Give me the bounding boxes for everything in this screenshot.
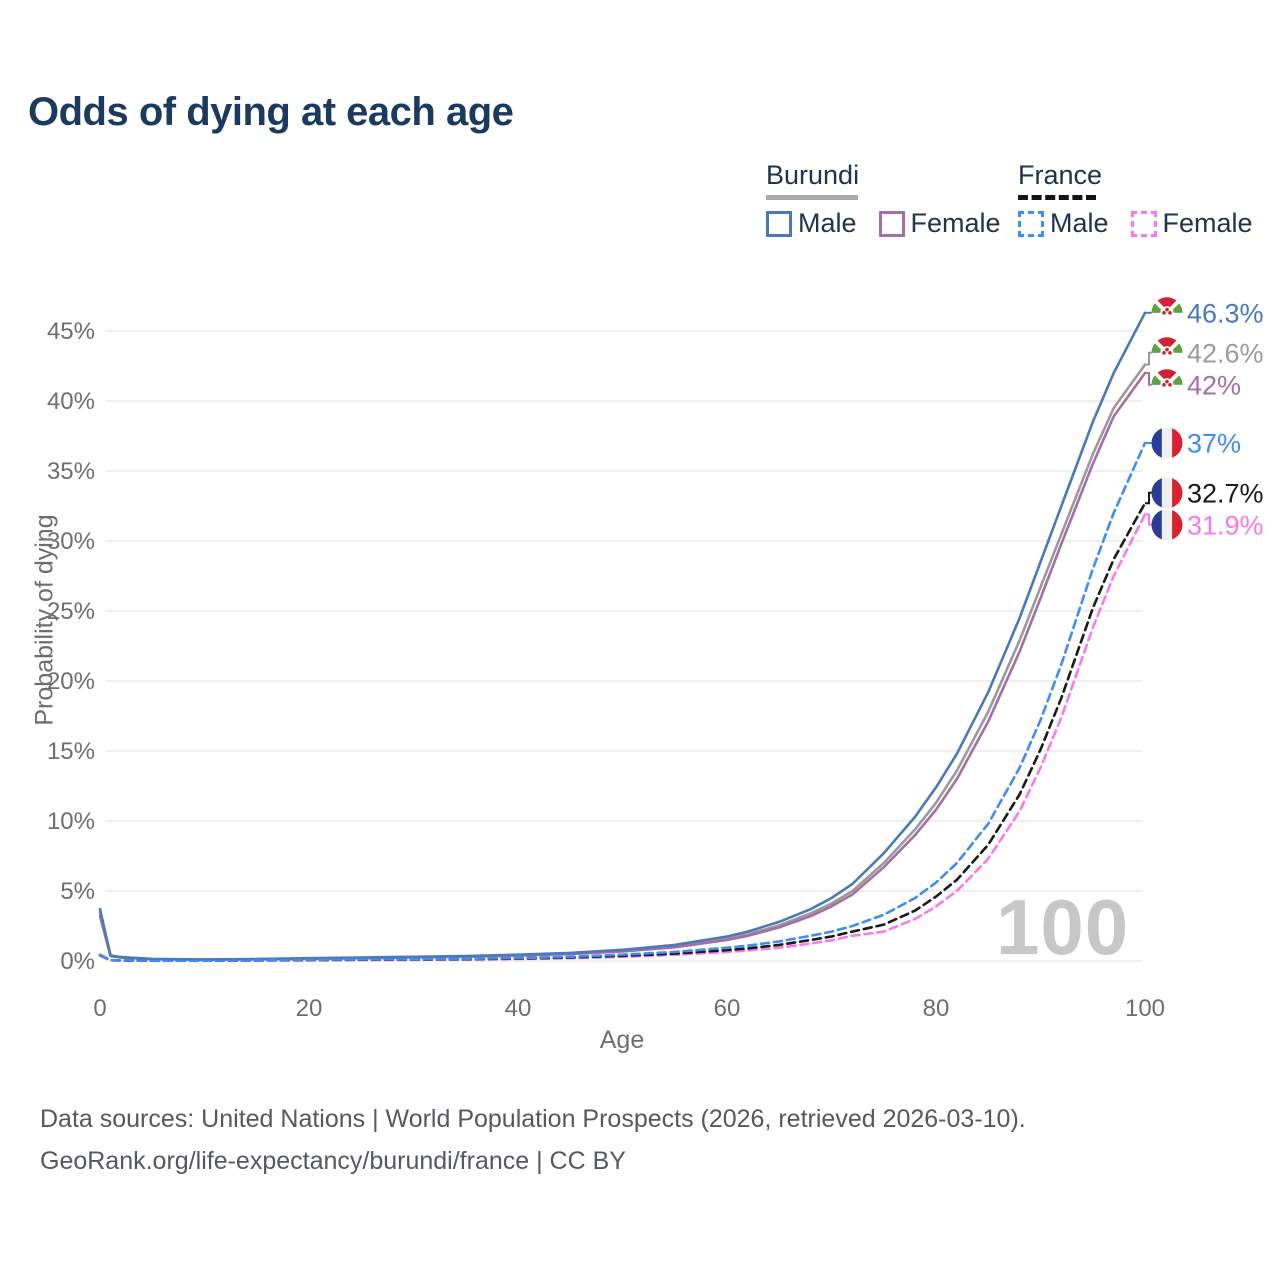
x-tick-label: 60 [714, 995, 741, 1022]
chart-title: Odds of dying at each age [28, 90, 514, 134]
legend-item-france-male[interactable]: Male [1018, 208, 1109, 239]
y-tick-label: 45% [47, 318, 95, 345]
y-tick-label: 10% [47, 808, 95, 835]
burundi-female-swatch-icon [878, 210, 905, 237]
y-tick-label: 20% [47, 668, 95, 695]
france-female-swatch-icon [1130, 210, 1157, 237]
end-label-value: 46.3% [1187, 298, 1264, 328]
end-label-connector [1145, 491, 1153, 505]
legend-item-label: Female [1162, 208, 1253, 238]
legend-country-burundi: Burundi [766, 160, 1023, 200]
x-tick-label: 40 [505, 995, 532, 1022]
series-line-france[interactable] [98, 501, 1147, 963]
footer-sources-line: Data sources: United Nations | World Pop… [40, 1105, 1026, 1133]
end-label-connector [1145, 513, 1153, 526]
series-line-burundi-male[interactable] [98, 311, 1147, 961]
end-label-connector [1145, 351, 1153, 366]
end-label-value: 32.7% [1187, 478, 1264, 508]
footer: Data sources: United Nations | World Pop… [40, 1098, 1026, 1182]
y-tick-label: 5% [60, 878, 95, 905]
legend-group-burundi: Burundi Male Female [766, 160, 1023, 239]
y-tick-label: 35% [47, 458, 95, 485]
legend-country-france: France [1018, 160, 1275, 200]
burundi-solid-line-swatch [766, 195, 858, 200]
y-tick-label: 15% [47, 738, 95, 765]
footer-attribution-line: GeoRank.org/life-expectancy/burundi/fran… [40, 1147, 626, 1175]
france-flag-icon [1151, 427, 1183, 459]
x-tick-label: 0 [93, 995, 106, 1022]
burundi-male-swatch-icon [766, 210, 792, 237]
series-line-burundi-female[interactable] [98, 371, 1147, 962]
burundi-flag-icon [1151, 337, 1183, 369]
age-watermark: 100 [996, 883, 1130, 971]
x-tick-label: 100 [1125, 995, 1165, 1022]
legend-item-burundi-female[interactable]: Female [878, 208, 1001, 239]
y-tick-label: 40% [47, 388, 95, 415]
legend-country-label: Burundi [766, 160, 860, 190]
burundi-flag-icon [1151, 297, 1183, 329]
france-male-swatch-icon [1018, 210, 1044, 237]
end-label-connector [1145, 372, 1153, 386]
y-tick-label: 25% [47, 598, 95, 625]
end-label-value: 42.6% [1187, 338, 1264, 368]
legend-country-label: France [1018, 160, 1103, 190]
y-tick-label: 0% [60, 948, 95, 975]
legend-item-label: Male [1050, 208, 1109, 238]
x-axis-title: Age [599, 1026, 645, 1054]
france-dashed-line-swatch [1018, 195, 1096, 200]
end-label-value: 31.9% [1187, 510, 1264, 540]
france-flag-icon [1151, 477, 1183, 509]
legend-item-label: Male [798, 208, 857, 238]
series-line-france-male[interactable] [98, 441, 1147, 963]
burundi-flag-icon [1151, 369, 1183, 401]
legend-item-burundi-male[interactable]: Male [766, 208, 857, 239]
legend-group-france: France Male Female [1018, 160, 1275, 239]
series-line-france-female[interactable] [98, 513, 1147, 963]
series-line-burundi[interactable] [98, 363, 1147, 961]
legend-item-france-female[interactable]: Female [1130, 208, 1253, 239]
y-tick-label: 30% [47, 528, 95, 555]
legend-item-label: Female [910, 208, 1001, 238]
x-tick-label: 80 [923, 995, 950, 1022]
france-flag-icon [1151, 509, 1183, 541]
y-axis-title: Probability of dying [30, 514, 59, 726]
x-tick-label: 20 [296, 995, 323, 1022]
end-label-value: 42% [1187, 370, 1241, 400]
end-label-value: 37% [1187, 429, 1241, 459]
